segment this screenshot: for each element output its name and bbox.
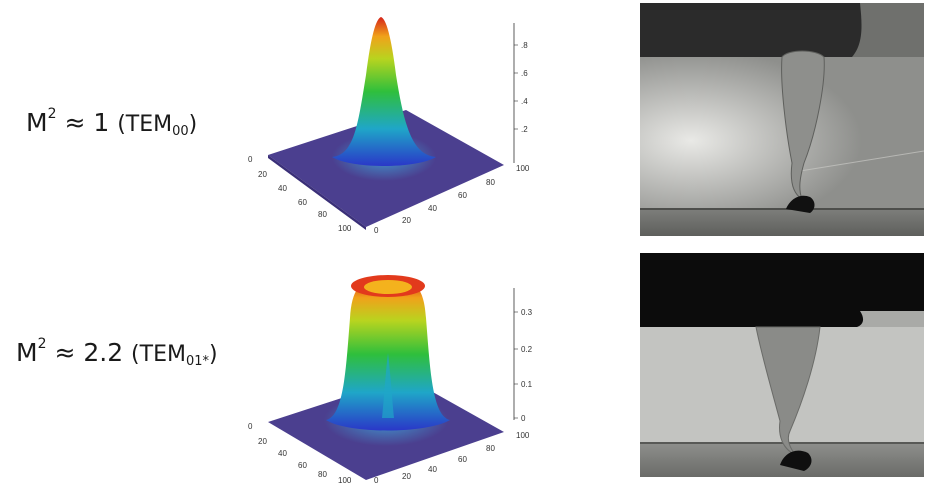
z-tick-label: .6 xyxy=(521,69,528,78)
top-plate-shadow xyxy=(640,3,862,57)
svg-text:0: 0 xyxy=(521,414,526,423)
z-ticks-1: .8 .6 .4 .2 xyxy=(514,41,528,134)
svg-text:80: 80 xyxy=(318,470,327,479)
x-ticks-2: 100 80 60 40 20 0 xyxy=(374,431,530,483)
y-ticks-1: 0 20 40 60 80 100 xyxy=(248,155,352,233)
svg-text:20: 20 xyxy=(258,170,267,179)
gaussian-beam-surface-plot: .8 .6 .4 .2 0 20 40 60 80 100 100 80 60 … xyxy=(248,17,530,235)
svg-text:40: 40 xyxy=(278,184,287,193)
svg-text:60: 60 xyxy=(298,198,307,207)
z-ticks-2: 0.3 0.2 0.1 0 xyxy=(514,308,533,423)
svg-text:20: 20 xyxy=(258,437,267,446)
x-ticks-1: 100 80 60 40 20 0 xyxy=(374,164,530,235)
weld-root-void xyxy=(780,450,812,471)
svg-text:60: 60 xyxy=(458,191,467,200)
svg-text:100: 100 xyxy=(516,431,530,440)
svg-text:80: 80 xyxy=(486,178,495,187)
svg-text:0.1: 0.1 xyxy=(521,380,533,389)
y-ticks-2: 0 20 40 60 80 100 xyxy=(248,422,352,483)
svg-text:20: 20 xyxy=(402,216,411,225)
lower-plate xyxy=(640,443,924,477)
svg-text:0: 0 xyxy=(374,226,379,235)
z-tick-label: .8 xyxy=(521,41,528,50)
donut-center-dip xyxy=(382,353,394,418)
svg-text:60: 60 xyxy=(458,455,467,464)
base-plane-edge xyxy=(268,155,366,230)
svg-text:100: 100 xyxy=(516,164,530,173)
lower-plate xyxy=(640,209,924,236)
beam-quality-label-1: M2 ≈ 1 (TEM00) xyxy=(26,106,198,139)
z-tick-label: .4 xyxy=(521,97,528,106)
donut-inner xyxy=(364,280,412,294)
gaussian-peak xyxy=(332,17,436,166)
weld-cross-section-narrow xyxy=(640,3,924,236)
svg-text:20: 20 xyxy=(402,472,411,481)
svg-text:0.3: 0.3 xyxy=(521,308,533,317)
weld-bead xyxy=(781,50,825,201)
svg-text:0: 0 xyxy=(374,476,379,483)
svg-text:0.2: 0.2 xyxy=(521,345,533,354)
svg-text:0: 0 xyxy=(248,155,253,164)
svg-text:40: 40 xyxy=(428,465,437,474)
svg-text:100: 100 xyxy=(338,224,352,233)
z-tick-label: .2 xyxy=(521,125,528,134)
svg-text:80: 80 xyxy=(318,210,327,219)
beam-quality-label-2: M2 ≈ 2.2 (TEM01*) xyxy=(16,336,218,369)
donut-beam-surface-plot: 0.3 0.2 0.1 0 0 20 40 60 80 100 100 80 6… xyxy=(248,275,533,483)
weld-root-void xyxy=(786,195,815,213)
svg-text:40: 40 xyxy=(428,204,437,213)
top-plate-shadow xyxy=(640,253,924,329)
svg-text:40: 40 xyxy=(278,449,287,458)
weld-cross-section-wide xyxy=(640,253,924,477)
svg-text:100: 100 xyxy=(338,476,352,483)
svg-text:80: 80 xyxy=(486,444,495,453)
svg-text:60: 60 xyxy=(298,461,307,470)
svg-text:0: 0 xyxy=(248,422,253,431)
